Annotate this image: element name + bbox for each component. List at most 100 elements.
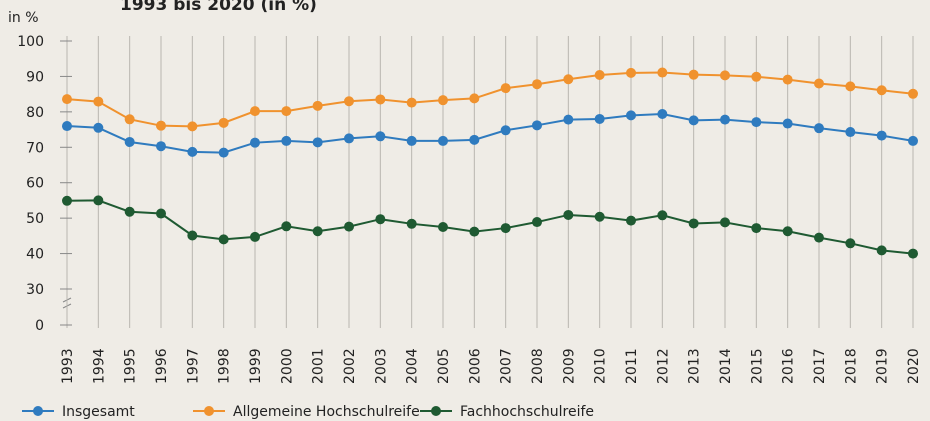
data-point xyxy=(156,141,166,152)
y-tick-label: 30 xyxy=(26,282,44,298)
legend-label: Allgemeine Hochschulreife xyxy=(233,404,420,420)
legend-label: Fachhochschulreife xyxy=(460,404,594,420)
data-point xyxy=(845,127,856,138)
x-tick-label: 2007 xyxy=(499,348,515,384)
data-point xyxy=(626,67,636,78)
x-tick-label: 2014 xyxy=(718,348,734,384)
x-tick-label: 1997 xyxy=(185,348,201,384)
x-tick-label: 2020 xyxy=(906,348,922,384)
data-point xyxy=(469,134,480,145)
chart-title: 1993 bis 2020 (in %) xyxy=(120,0,317,15)
data-point xyxy=(438,135,448,146)
series-line xyxy=(66,199,914,255)
y-tick-label: 80 xyxy=(26,105,44,121)
data-point xyxy=(814,78,824,89)
data-point xyxy=(438,222,448,232)
y-tick-label: 50 xyxy=(26,211,44,227)
data-point xyxy=(62,195,72,206)
data-point xyxy=(406,218,417,229)
legend-item: Fachhochschulreife xyxy=(420,404,594,420)
data-point xyxy=(156,120,166,131)
data-point xyxy=(187,146,198,157)
data-point xyxy=(626,215,636,226)
x-tick-label: 2000 xyxy=(279,348,295,384)
data-point xyxy=(250,106,260,117)
x-tick-label: 2016 xyxy=(781,348,797,384)
data-point xyxy=(876,245,887,256)
x-tick-label: 1996 xyxy=(154,348,170,384)
data-point xyxy=(500,223,511,234)
x-tick-label: 2008 xyxy=(530,348,546,384)
x-tick-label: 2001 xyxy=(311,348,327,384)
data-point xyxy=(156,208,166,219)
data-point xyxy=(688,218,699,229)
data-point xyxy=(751,71,762,82)
data-point xyxy=(908,135,918,146)
series-line xyxy=(66,112,914,154)
data-point xyxy=(657,108,668,119)
data-point xyxy=(375,131,386,142)
legend-marker xyxy=(431,406,441,416)
x-tick-label: 1995 xyxy=(123,348,139,384)
data-point xyxy=(594,70,605,81)
data-point xyxy=(688,69,699,80)
data-point xyxy=(814,123,824,134)
data-point xyxy=(594,113,605,124)
legend-marker xyxy=(33,406,43,416)
data-point xyxy=(218,234,229,245)
x-tick-label: 2013 xyxy=(687,348,703,384)
y-axis-label: in % xyxy=(8,10,39,26)
data-point xyxy=(532,79,542,90)
data-point xyxy=(187,230,198,241)
data-point xyxy=(375,94,386,105)
data-point xyxy=(124,136,135,147)
data-point xyxy=(124,114,135,125)
x-tick-label: 2010 xyxy=(593,348,609,384)
data-point xyxy=(375,214,386,225)
data-point xyxy=(500,83,511,94)
data-point xyxy=(751,117,762,128)
data-point xyxy=(532,120,542,131)
data-point xyxy=(814,232,824,243)
data-point xyxy=(281,221,292,232)
x-tick-label: 2019 xyxy=(875,348,891,384)
data-point xyxy=(187,121,198,132)
data-point xyxy=(312,100,323,111)
series-line xyxy=(66,71,914,128)
data-point xyxy=(406,97,417,108)
data-point xyxy=(845,81,856,92)
data-point xyxy=(250,137,260,148)
data-point xyxy=(720,217,730,228)
data-point xyxy=(500,125,511,136)
data-point xyxy=(124,206,135,217)
data-point xyxy=(93,122,104,133)
legend-label: Insgesamt xyxy=(62,404,135,420)
data-point xyxy=(908,88,918,99)
x-tick-label: 1998 xyxy=(217,348,233,384)
data-point xyxy=(594,211,605,222)
y-tick-label: 90 xyxy=(26,69,44,85)
x-tick-label: 1999 xyxy=(248,348,264,384)
x-tick-label: 2015 xyxy=(749,348,765,384)
x-tick-label: 2011 xyxy=(624,348,640,384)
data-point xyxy=(876,130,887,141)
data-point xyxy=(563,114,574,125)
data-point xyxy=(876,85,887,96)
data-point xyxy=(720,114,730,125)
y-tick-label: 100 xyxy=(17,34,44,50)
x-tick-label: 1994 xyxy=(91,348,107,384)
y-tick-label: 40 xyxy=(26,247,44,263)
y-tick-label: 60 xyxy=(26,176,44,192)
x-tick-label: 2004 xyxy=(405,348,421,384)
data-point xyxy=(626,110,636,121)
data-point xyxy=(93,195,104,206)
data-point xyxy=(438,95,448,106)
x-tick-label: 2017 xyxy=(812,348,828,384)
data-point xyxy=(218,117,229,128)
data-point xyxy=(657,210,668,221)
data-point xyxy=(563,74,574,85)
data-point xyxy=(281,106,292,117)
data-point xyxy=(782,118,793,129)
data-point xyxy=(751,223,762,234)
